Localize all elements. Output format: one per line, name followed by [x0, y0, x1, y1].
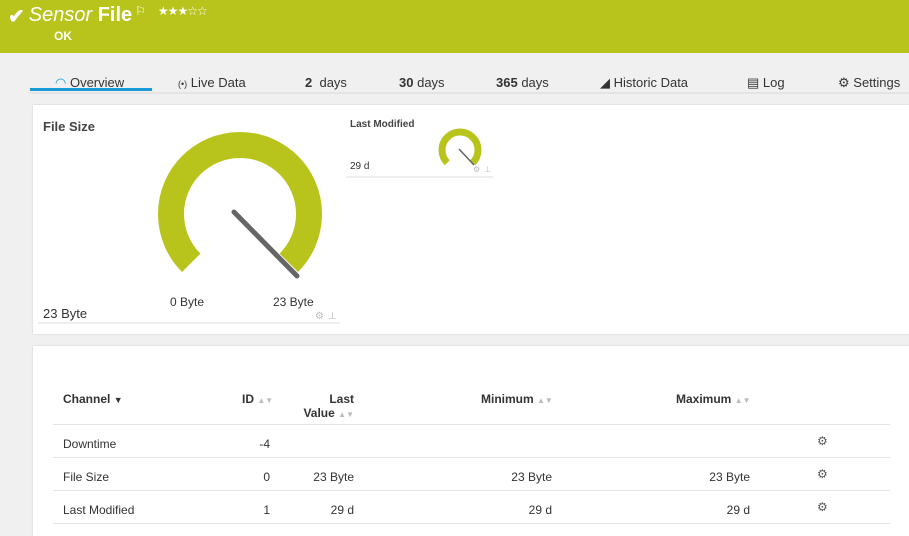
column-header-maximum[interactable]: Maximum ▲▼ [676, 392, 751, 406]
sort-icon: ▲▼ [734, 396, 751, 405]
tab-365-days[interactable]: 365 days [496, 75, 549, 90]
channel-name[interactable]: Last Modified [63, 503, 135, 517]
sort-icon: ▲▼ [257, 396, 274, 405]
maximum-value: 29 d [726, 503, 750, 517]
minimum-value: 29 d [528, 503, 552, 517]
sort-icon: ▲▼ [537, 396, 553, 405]
gauge-icon: ◠ [55, 75, 67, 90]
column-header-last-value[interactable]: Last Value ▲▼ [303, 392, 354, 420]
broadcast-icon: (•) [178, 79, 188, 89]
channel-id: 0 [263, 470, 270, 484]
pin-icon[interactable]: ⊥ [328, 311, 337, 322]
tab-historic-data[interactable]: ◢ Historic Data [600, 75, 689, 90]
file-size-gauge-arc [158, 132, 322, 272]
channel-id: -4 [259, 437, 270, 451]
header-line: ✔ Sensor File ⚐ ★★★☆☆ [8, 4, 208, 29]
pin-icon[interactable]: ⊥ [484, 165, 491, 174]
status-text: OK [54, 29, 72, 43]
file-size-value: 23 Byte [43, 306, 88, 321]
table-row[interactable]: Downtime -4 ⚙ [53, 425, 890, 458]
gear-icon: ⚙ [838, 75, 850, 90]
channels-panel [33, 346, 909, 536]
last-value: 23 Byte [313, 470, 354, 484]
column-header-channel[interactable]: Channel ▼ [63, 392, 123, 406]
last-modified-value: 29 d [350, 161, 370, 172]
tab-settings[interactable]: ⚙ Settings [838, 75, 901, 90]
channel-id: 1 [263, 503, 270, 517]
file-size-gauge-needle [231, 209, 300, 279]
gear-icon[interactable]: ⚙ [473, 165, 481, 174]
tab-live-data[interactable]: (•) Live Data [178, 75, 246, 90]
minimum-value: 23 Byte [511, 470, 552, 484]
last-modified-gauge-needle [458, 148, 475, 166]
tab-30-days[interactable]: 30 days [399, 75, 445, 90]
table-row[interactable]: Last Modified 1 29 d 29 d 29 d ⚙ [53, 491, 890, 524]
last-value: 29 d [330, 503, 354, 517]
sensor-title: Sensor File [28, 4, 133, 26]
file-size-gauge-title: File Size [43, 119, 96, 134]
log-icon: ▤ [747, 75, 760, 90]
tab-log[interactable]: ▤ Log [747, 75, 785, 90]
channel-settings-gears-icon[interactable]: ⚙ [817, 467, 828, 481]
gear-icon[interactable]: ⚙ [315, 311, 324, 322]
gauge-min-label: 0 Byte [170, 295, 205, 309]
sensor-header: ✔ Sensor File ⚐ ★★★☆☆ OK [0, 0, 909, 53]
tab-2-days[interactable]: 2 days [305, 75, 347, 90]
sort-icon: ▲▼ [338, 410, 354, 419]
tab-bar: ◠ Overview (•) Live Data 2 days 30 days … [30, 70, 909, 94]
gauge-graphics [38, 128, 493, 324]
divider [53, 424, 890, 425]
flag-icon[interactable]: ⚐ [135, 4, 146, 18]
channel-settings-gears-icon[interactable]: ⚙ [817, 500, 828, 514]
channel-settings-gears-icon[interactable]: ⚙ [817, 434, 828, 448]
column-header-id[interactable]: ID ▲▼ [242, 392, 274, 406]
channel-name[interactable]: Downtime [63, 437, 117, 451]
caret-down-icon: ▼ [113, 395, 123, 405]
gauge-max-label: 23 Byte [273, 295, 314, 309]
check-icon: ✔ [8, 6, 25, 28]
area-chart-icon: ◢ [600, 75, 610, 90]
column-header-minimum[interactable]: Minimum ▲▼ [481, 392, 553, 406]
last-modified-gauge-arc [438, 128, 482, 166]
table-row[interactable]: File Size 0 23 Byte 23 Byte 23 Byte ⚙ [53, 458, 890, 491]
last-modified-gauge-title: Last Modified [350, 119, 415, 130]
tab-overview[interactable]: ◠ Overview [30, 70, 152, 91]
maximum-value: 23 Byte [709, 470, 750, 484]
channel-name[interactable]: File Size [63, 470, 110, 484]
priority-stars[interactable]: ★★★☆☆ [157, 4, 208, 18]
